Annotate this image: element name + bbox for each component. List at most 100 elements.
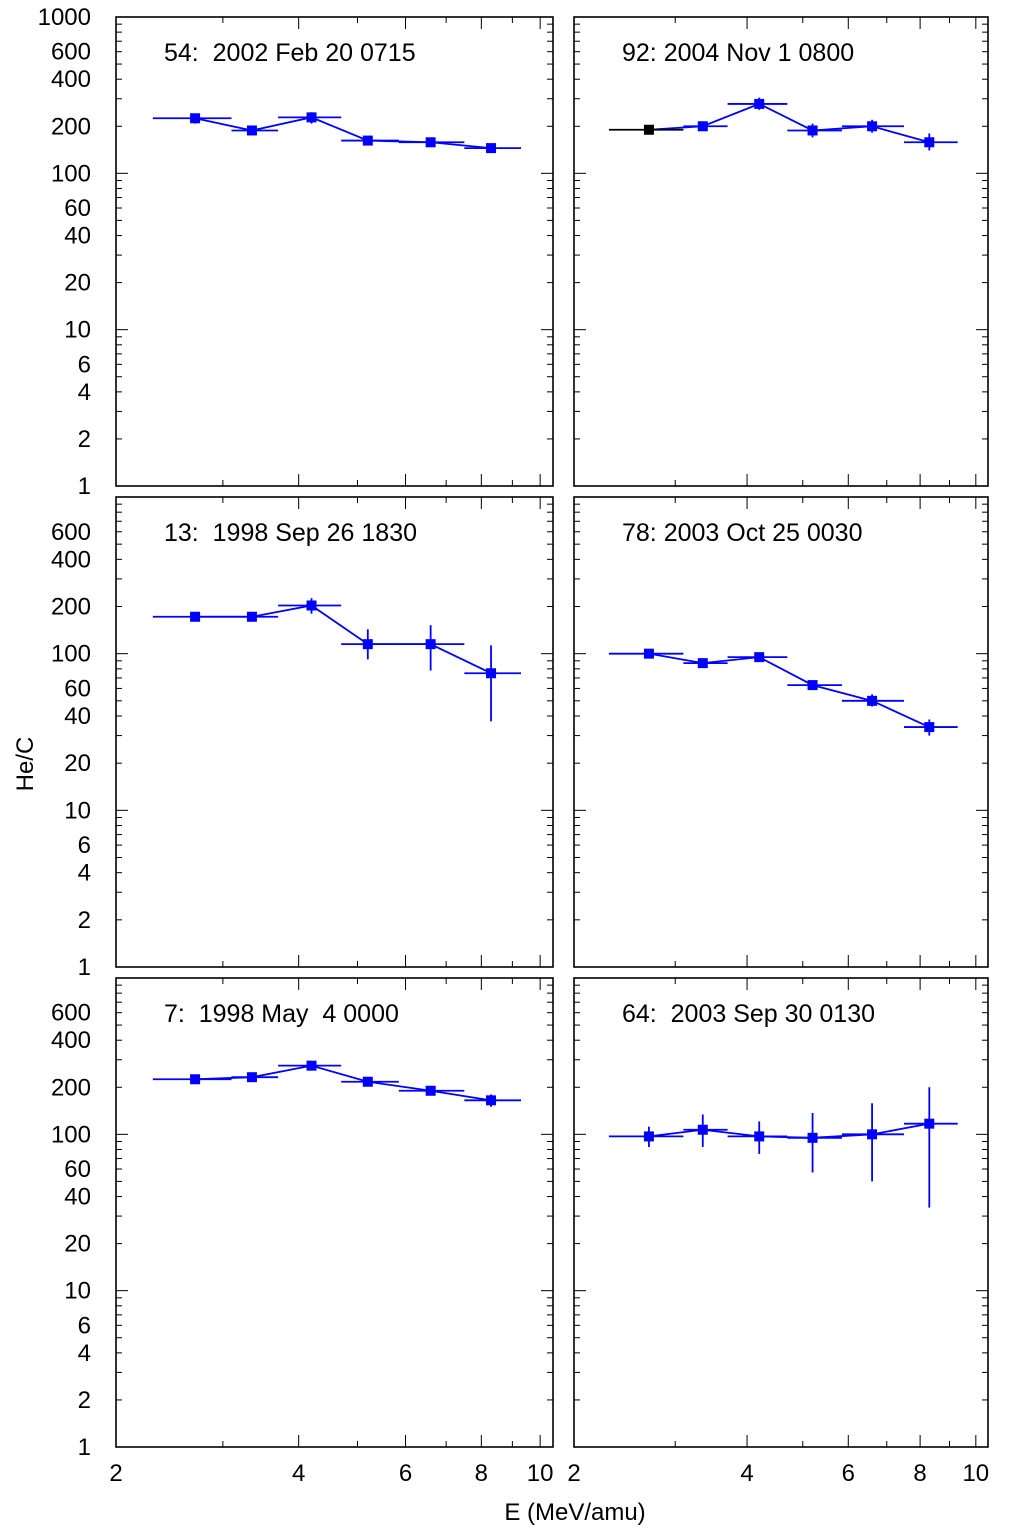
x-tick-label: 4: [740, 1460, 753, 1487]
x-tick-label: 8: [913, 1460, 926, 1487]
x-tick-label: 6: [842, 1460, 855, 1487]
data-point: [754, 1131, 765, 1142]
data-point: [754, 98, 765, 109]
y-tick-label: 60: [64, 1156, 91, 1183]
data-point: [807, 680, 818, 691]
x-tick-label: 4: [292, 1460, 305, 1487]
y-tick-label: 4: [78, 379, 91, 406]
data-point: [807, 1132, 818, 1143]
y-tick-label: 6: [78, 1312, 91, 1339]
x-tick-label: 2: [109, 1460, 122, 1487]
y-tick-label: 10: [64, 317, 91, 344]
data-point: [362, 1076, 373, 1087]
data-point: [425, 137, 436, 148]
series-line: [195, 604, 492, 675]
y-tick-label: 400: [51, 66, 91, 93]
data-point: [867, 1129, 878, 1140]
y-tick-label: 4: [78, 860, 91, 887]
y-tick-label: 100: [51, 641, 91, 668]
y-tick-label: 20: [64, 270, 91, 297]
panel-title: 78: 2003 Oct 25 0030: [622, 519, 862, 547]
data-point: [486, 668, 497, 679]
data-point: [246, 611, 257, 622]
x-axis-label: E (MeV/amu): [504, 1499, 645, 1526]
data-point: [190, 113, 201, 124]
data-point: [924, 137, 935, 148]
data-point: [425, 639, 436, 650]
panel-2: 92: 2004 Nov 1 0800: [573, 16, 989, 487]
y-tick-label: 400: [51, 546, 91, 573]
panel-title: 54: 2002 Feb 20 0715: [164, 39, 416, 67]
y-tick-label: 200: [51, 113, 91, 140]
y-tick-label: 1: [78, 954, 91, 981]
y-tick-label: 60: [64, 675, 91, 702]
data-point: [190, 611, 201, 622]
panel-4: 78: 2003 Oct 25 0030: [573, 496, 989, 968]
data-point: [306, 112, 317, 123]
data-point: [924, 1118, 935, 1129]
panel-frame: [573, 16, 989, 487]
data-point: [807, 125, 818, 136]
series-line: [194, 116, 492, 150]
panel-title: 64: 2003 Sep 30 0130: [622, 1000, 875, 1028]
data-point: [362, 135, 373, 146]
data-point: [697, 658, 708, 669]
y-tick-label: 10: [64, 1278, 91, 1305]
y-tick-label: 2: [78, 426, 91, 453]
panel-frame: [115, 977, 554, 1448]
y-tick-label: 100: [51, 160, 91, 187]
y-tick-label: 40: [64, 223, 91, 250]
y-tick-label: 2: [78, 1387, 91, 1414]
data-point: [697, 1124, 708, 1135]
data-point: [643, 1131, 654, 1142]
data-point: [924, 722, 935, 733]
y-tick-label: 6: [78, 351, 91, 378]
data-point: [306, 1060, 317, 1071]
y-tick-label: 400: [51, 1027, 91, 1054]
panel-title: 7: 1998 May 4 0000: [164, 1000, 399, 1028]
y-tick-label: 4: [78, 1340, 91, 1367]
panel-frame: [573, 496, 989, 968]
panel-title: 92: 2004 Nov 1 0800: [622, 39, 854, 67]
data-point: [246, 125, 257, 136]
data-point: [697, 121, 708, 132]
y-tick-label: 600: [51, 39, 91, 66]
y-tick-label: 60: [64, 195, 91, 222]
data-point: [643, 124, 654, 135]
data-point: [486, 143, 497, 154]
y-tick-label: 1: [78, 473, 91, 500]
y-tick-label: 40: [64, 703, 91, 730]
x-tick-label: 10: [527, 1460, 554, 1487]
panel-title: 13: 1998 Sep 26 1830: [164, 519, 417, 547]
series-line: [648, 102, 930, 144]
y-tick-label: 20: [64, 750, 91, 777]
data-point: [425, 1085, 436, 1096]
y-tick-label: 600: [51, 519, 91, 546]
x-tick-label: 2: [567, 1460, 580, 1487]
panel-frame: [115, 496, 554, 968]
data-point: [754, 652, 765, 663]
y-tick-label: 600: [51, 1000, 91, 1027]
series-line: [648, 1122, 930, 1139]
y-tick-label: 10: [64, 797, 91, 824]
y-tick-label: 40: [64, 1184, 91, 1211]
data-point: [486, 1095, 497, 1106]
y-tick-label: 200: [51, 1074, 91, 1101]
data-point: [306, 600, 317, 611]
y-tick-label: 2: [78, 907, 91, 934]
y-tick-label: 100: [51, 1121, 91, 1148]
data-point: [643, 648, 654, 659]
panel-frame: [573, 977, 989, 1448]
data-point: [246, 1072, 257, 1083]
panel-frame: [115, 16, 554, 487]
x-tick-label: 8: [475, 1460, 488, 1487]
data-point: [190, 1074, 201, 1085]
y-tick-label: 6: [78, 832, 91, 859]
data-point: [867, 695, 878, 706]
series-line: [648, 652, 930, 728]
